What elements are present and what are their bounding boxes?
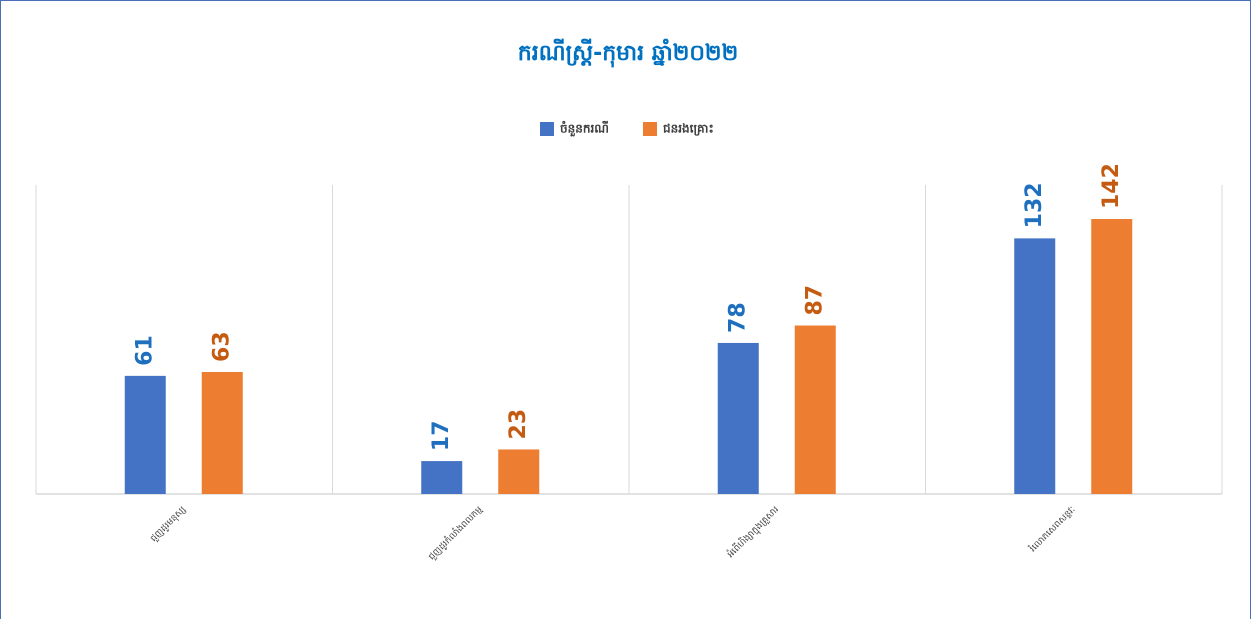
bar [1014,238,1056,494]
chart-title: ករណីស្ត្រី-កុមារ ឆ្នាំ២០២២ [518,38,738,68]
bar [1091,219,1133,494]
legend-label: ជនរងគ្រោះ [663,122,714,137]
bar [794,325,836,494]
value-label: 17 [429,420,454,451]
legend-swatch [540,122,554,136]
legend-label: ចំនួនករណី [560,121,609,138]
bar [498,449,540,494]
value-label: 132 [1022,182,1047,228]
bar [124,375,166,494]
value-label: 78 [725,302,750,333]
value-label: 23 [506,409,531,440]
value-label: 61 [132,335,157,366]
bar [421,461,463,494]
bar [201,371,243,494]
value-label: 87 [802,285,827,316]
value-label: 142 [1099,163,1124,209]
legend-swatch [643,122,657,136]
value-label: 63 [209,331,234,362]
bar [717,342,759,494]
